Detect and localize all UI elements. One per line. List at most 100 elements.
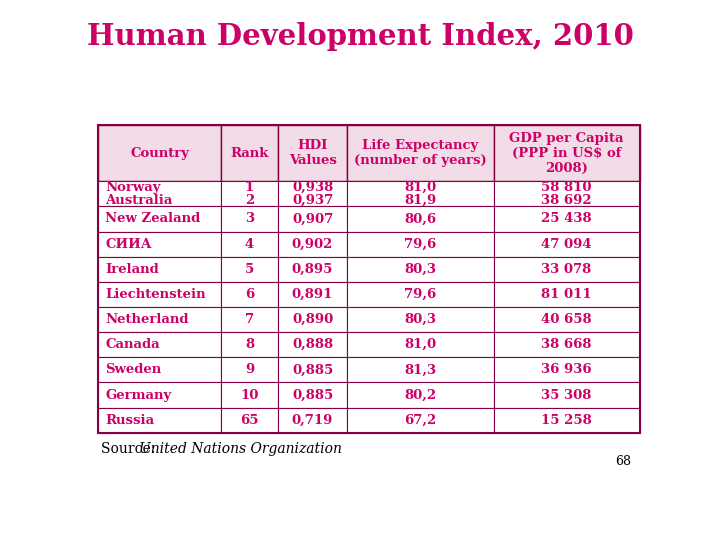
Text: 81 011: 81 011 xyxy=(541,288,592,301)
Bar xyxy=(99,181,221,206)
Text: Sweden: Sweden xyxy=(105,363,161,376)
Bar xyxy=(221,256,278,282)
Text: 1: 1 xyxy=(245,181,254,194)
Text: 79,6: 79,6 xyxy=(405,288,436,301)
Bar xyxy=(221,232,278,256)
Text: 58 810: 58 810 xyxy=(541,181,592,194)
Bar xyxy=(348,282,493,307)
Text: 0,885: 0,885 xyxy=(292,389,333,402)
Bar xyxy=(348,256,493,282)
Bar xyxy=(493,408,639,433)
Text: Germany: Germany xyxy=(105,389,171,402)
Bar xyxy=(278,408,348,433)
Text: 0,895: 0,895 xyxy=(292,263,333,276)
Text: 9: 9 xyxy=(245,363,254,376)
Bar xyxy=(493,232,639,256)
Bar xyxy=(278,282,348,307)
Text: 80,3: 80,3 xyxy=(405,263,436,276)
Text: 0,907: 0,907 xyxy=(292,212,333,226)
Bar xyxy=(221,408,278,433)
Bar xyxy=(278,206,348,232)
Bar xyxy=(348,408,493,433)
Text: 10: 10 xyxy=(240,389,258,402)
Bar xyxy=(99,357,221,382)
Text: 35 308: 35 308 xyxy=(541,389,592,402)
Text: 0,938: 0,938 xyxy=(292,181,333,194)
Text: Norway: Norway xyxy=(105,181,161,194)
Text: 81,9: 81,9 xyxy=(405,194,436,207)
Bar xyxy=(493,282,639,307)
Text: 80,3: 80,3 xyxy=(405,313,436,326)
Bar xyxy=(99,232,221,256)
Text: СИИА: СИИА xyxy=(105,238,152,251)
Text: Human Development Index, 2010: Human Development Index, 2010 xyxy=(86,22,634,51)
Text: Canada: Canada xyxy=(105,338,160,351)
Bar xyxy=(278,307,348,332)
Bar xyxy=(221,382,278,408)
Text: 81,0: 81,0 xyxy=(405,338,436,351)
Text: 0,719: 0,719 xyxy=(292,414,333,427)
Text: 8: 8 xyxy=(245,338,254,351)
Bar xyxy=(493,125,639,181)
Text: 0,937: 0,937 xyxy=(292,194,333,207)
Text: 0,890: 0,890 xyxy=(292,313,333,326)
Text: 40 658: 40 658 xyxy=(541,313,592,326)
Text: 0,885: 0,885 xyxy=(292,363,333,376)
Text: 7: 7 xyxy=(245,313,254,326)
Text: 4: 4 xyxy=(245,238,254,251)
Bar xyxy=(278,256,348,282)
Bar xyxy=(99,256,221,282)
Bar xyxy=(348,307,493,332)
Text: Country: Country xyxy=(130,147,189,160)
Bar xyxy=(221,206,278,232)
Text: Liechtenstein: Liechtenstein xyxy=(105,288,206,301)
Text: 33 078: 33 078 xyxy=(541,263,592,276)
Bar xyxy=(221,307,278,332)
Text: 5: 5 xyxy=(245,263,254,276)
Text: 38 692: 38 692 xyxy=(541,194,592,207)
Bar xyxy=(221,282,278,307)
Text: 6: 6 xyxy=(245,288,254,301)
Bar xyxy=(221,357,278,382)
Bar xyxy=(348,181,493,206)
Bar xyxy=(99,125,639,433)
Text: Australia: Australia xyxy=(105,194,173,207)
Bar xyxy=(348,332,493,357)
Bar xyxy=(348,206,493,232)
Bar xyxy=(99,307,221,332)
Text: 81,0: 81,0 xyxy=(405,181,436,194)
Text: 0,891: 0,891 xyxy=(292,288,333,301)
Text: 79,6: 79,6 xyxy=(405,238,436,251)
Text: Russia: Russia xyxy=(105,414,154,427)
Bar xyxy=(348,232,493,256)
Bar xyxy=(278,181,348,206)
Bar xyxy=(278,357,348,382)
Bar xyxy=(278,232,348,256)
Bar xyxy=(493,181,639,206)
Text: 80,2: 80,2 xyxy=(405,389,436,402)
Bar xyxy=(278,332,348,357)
Text: Netherland: Netherland xyxy=(105,313,189,326)
Text: GDP per Capita
(PPP in US$ of
2008): GDP per Capita (PPP in US$ of 2008) xyxy=(509,132,624,174)
Text: Life Expectancy
(number of years): Life Expectancy (number of years) xyxy=(354,139,487,167)
Text: 47 094: 47 094 xyxy=(541,238,592,251)
Text: United Nations Organization: United Nations Organization xyxy=(139,442,342,456)
Bar xyxy=(99,206,221,232)
Bar xyxy=(278,125,348,181)
Text: Ireland: Ireland xyxy=(105,263,159,276)
Bar xyxy=(493,206,639,232)
Bar xyxy=(99,125,221,181)
Bar xyxy=(221,181,278,206)
Text: Source:: Source: xyxy=(101,442,160,456)
Text: 38 668: 38 668 xyxy=(541,338,592,351)
Bar xyxy=(221,125,278,181)
Bar xyxy=(348,125,493,181)
Text: 36 936: 36 936 xyxy=(541,363,592,376)
Text: 65: 65 xyxy=(240,414,258,427)
Bar xyxy=(493,382,639,408)
Bar xyxy=(493,357,639,382)
Bar xyxy=(221,332,278,357)
Bar xyxy=(348,382,493,408)
Text: 81,3: 81,3 xyxy=(405,363,436,376)
Bar xyxy=(99,332,221,357)
